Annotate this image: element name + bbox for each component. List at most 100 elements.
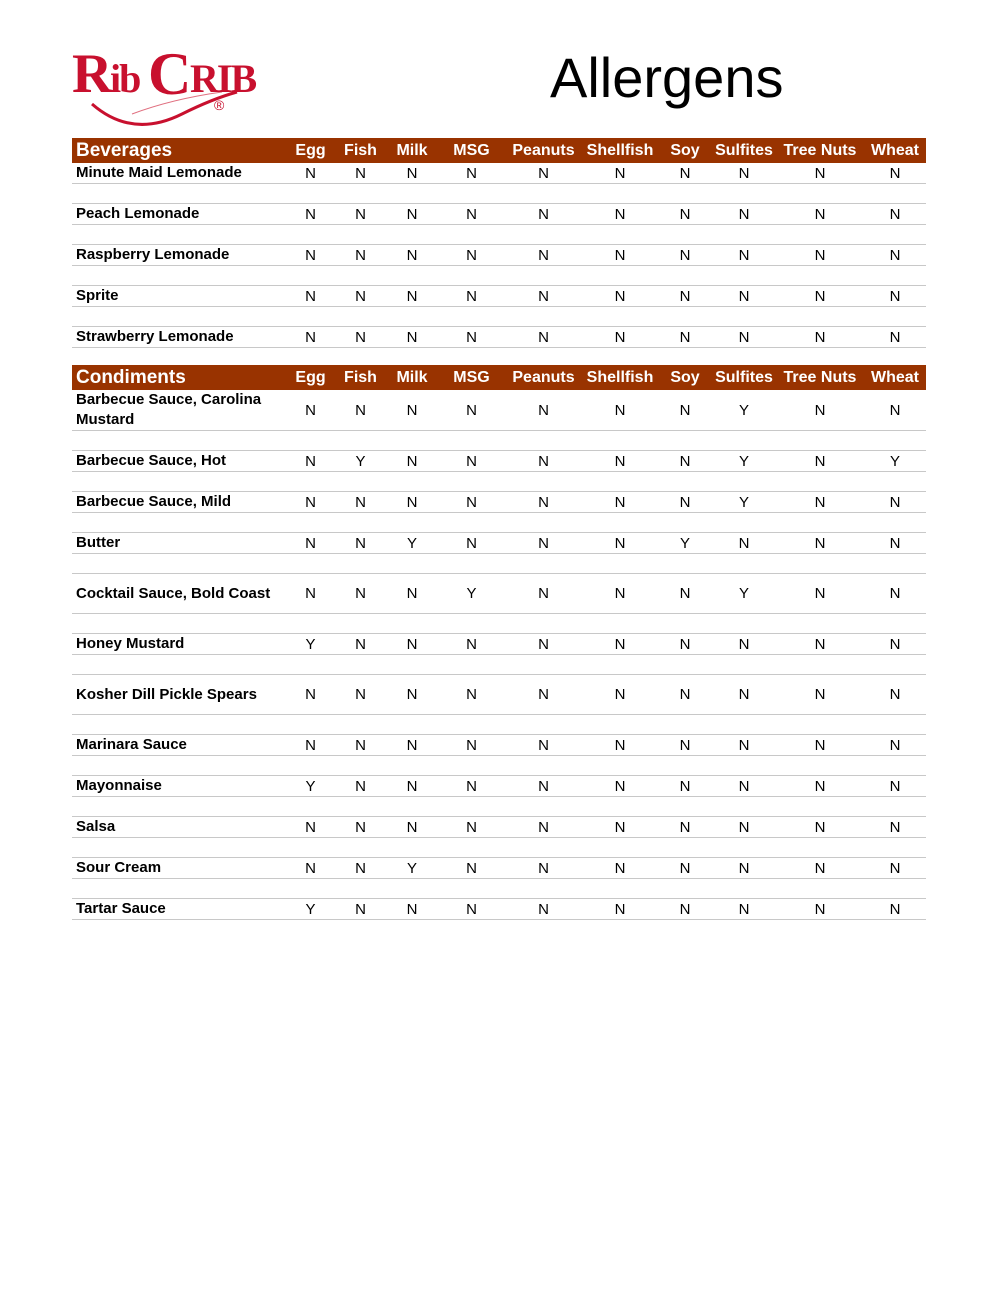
allergen-value: N bbox=[466, 452, 477, 470]
item-name: Minute Maid Lemonade bbox=[76, 164, 242, 181]
allergen-value: N bbox=[538, 328, 549, 346]
row-divider bbox=[72, 797, 926, 817]
svg-text:®: ® bbox=[214, 97, 225, 113]
allergen-value: N bbox=[406, 686, 418, 703]
allergen-value: Y bbox=[738, 585, 749, 602]
allergen-value: N bbox=[355, 900, 366, 918]
row-divider bbox=[72, 838, 926, 858]
row-divider bbox=[72, 554, 926, 574]
svg-text:R: R bbox=[72, 44, 113, 105]
allergen-value: N bbox=[406, 164, 418, 182]
allergen-value: N bbox=[538, 401, 549, 419]
allergen-value: N bbox=[406, 205, 418, 223]
section-title: Condiments bbox=[76, 366, 186, 388]
allergen-value: N bbox=[814, 900, 826, 918]
allergen-value: N bbox=[355, 287, 366, 305]
column-header: Soy bbox=[670, 368, 700, 386]
allergen-value: N bbox=[814, 493, 826, 511]
allergen-value: N bbox=[466, 859, 477, 877]
allergen-value: N bbox=[466, 818, 477, 836]
table-row: Butter N N Y N N N Y N N N bbox=[72, 533, 926, 554]
table-row: Barbecue Sauce, Hot N Y N N N N N Y N Y bbox=[72, 451, 926, 472]
allergen-value: N bbox=[538, 287, 549, 305]
column-header: Milk bbox=[396, 368, 428, 386]
column-header: Milk bbox=[396, 141, 428, 159]
row-divider bbox=[72, 184, 926, 204]
allergen-value: N bbox=[406, 635, 418, 653]
column-header: Egg bbox=[295, 368, 326, 386]
section-header: Condiments Egg Fish Milk MSG Peanuts Shellfish… bbox=[72, 365, 926, 390]
allergen-value: N bbox=[538, 900, 549, 918]
allergen-value: N bbox=[305, 493, 316, 511]
allergen-value: N bbox=[738, 635, 750, 653]
item-name: Barbecue Sauce, Mild bbox=[76, 493, 232, 510]
allergen-value: N bbox=[889, 164, 901, 182]
item-name: Marinara Sauce bbox=[76, 736, 187, 753]
row-divider bbox=[72, 655, 926, 675]
allergen-value: N bbox=[406, 246, 418, 264]
allergen-value: Y bbox=[305, 635, 316, 653]
table-row: Kosher Dill Pickle Spears N N N N N N N N N N bbox=[72, 675, 926, 715]
allergen-value: N bbox=[814, 205, 826, 223]
allergen-value: N bbox=[889, 900, 901, 918]
svg-text:ib: ib bbox=[110, 56, 140, 101]
section-title: Beverages bbox=[76, 139, 173, 161]
row-divider bbox=[72, 225, 926, 245]
allergen-value: N bbox=[738, 328, 750, 346]
allergen-value: N bbox=[355, 635, 366, 653]
allergen-value: Y bbox=[406, 534, 417, 552]
column-header: Wheat bbox=[871, 368, 919, 386]
allergen-value: N bbox=[466, 287, 477, 305]
allergen-value: N bbox=[889, 246, 901, 264]
column-header: Tree Nuts bbox=[783, 141, 857, 159]
allergen-value: N bbox=[889, 686, 901, 703]
table-row: Sour Cream N N Y N N N N N N N bbox=[72, 858, 926, 879]
column-header: Shellfish bbox=[586, 141, 654, 159]
table-row: Barbecue Sauce, Mild N N N N N N N Y N N bbox=[72, 492, 926, 513]
allergen-value: N bbox=[814, 686, 826, 703]
allergen-value: N bbox=[466, 493, 477, 511]
allergen-value: Y bbox=[889, 452, 900, 470]
allergen-value: N bbox=[614, 401, 626, 419]
allergen-value: N bbox=[738, 777, 750, 795]
item-name: Strawberry Lemonade bbox=[76, 328, 234, 345]
allergen-value: N bbox=[538, 164, 549, 182]
allergen-value: N bbox=[406, 736, 418, 754]
allergen-value: N bbox=[738, 900, 750, 918]
allergen-value: N bbox=[814, 452, 826, 470]
item-name: Cocktail Sauce, Bold Coast bbox=[76, 584, 271, 602]
allergen-value: N bbox=[466, 164, 477, 182]
allergen-value: N bbox=[614, 246, 626, 264]
allergen-value: Y bbox=[738, 401, 749, 419]
allergen-value: N bbox=[355, 164, 366, 182]
allergen-value: N bbox=[614, 900, 626, 918]
ribcrib-logo: R ib C RIB ® bbox=[72, 44, 258, 126]
allergen-value: N bbox=[614, 287, 626, 305]
table-row: Marinara Sauce N N N N N N N N N N bbox=[72, 735, 926, 756]
allergen-value: N bbox=[406, 328, 418, 346]
allergen-value: N bbox=[814, 164, 826, 182]
allergen-value: N bbox=[889, 585, 901, 602]
item-name: Tartar Sauce bbox=[76, 900, 166, 917]
allergen-value: N bbox=[355, 328, 366, 346]
allergen-value: N bbox=[355, 736, 366, 754]
allergen-value: N bbox=[738, 534, 750, 552]
allergen-value: N bbox=[679, 164, 691, 182]
allergen-value: N bbox=[538, 534, 549, 552]
allergen-value: N bbox=[679, 777, 691, 795]
allergen-value: N bbox=[679, 818, 691, 836]
allergen-value: N bbox=[679, 452, 691, 470]
allergen-value: N bbox=[614, 686, 626, 703]
allergen-value: N bbox=[889, 205, 901, 223]
allergen-value: N bbox=[538, 452, 549, 470]
allergen-value: N bbox=[614, 818, 626, 836]
row-divider bbox=[72, 266, 926, 286]
allergen-value: N bbox=[614, 736, 626, 754]
column-header: Tree Nuts bbox=[783, 368, 857, 386]
column-header: Fish bbox=[344, 141, 377, 159]
allergen-value: N bbox=[406, 585, 418, 602]
allergen-value: N bbox=[814, 777, 826, 795]
allergen-value: N bbox=[738, 818, 750, 836]
allergen-value: N bbox=[305, 818, 316, 836]
